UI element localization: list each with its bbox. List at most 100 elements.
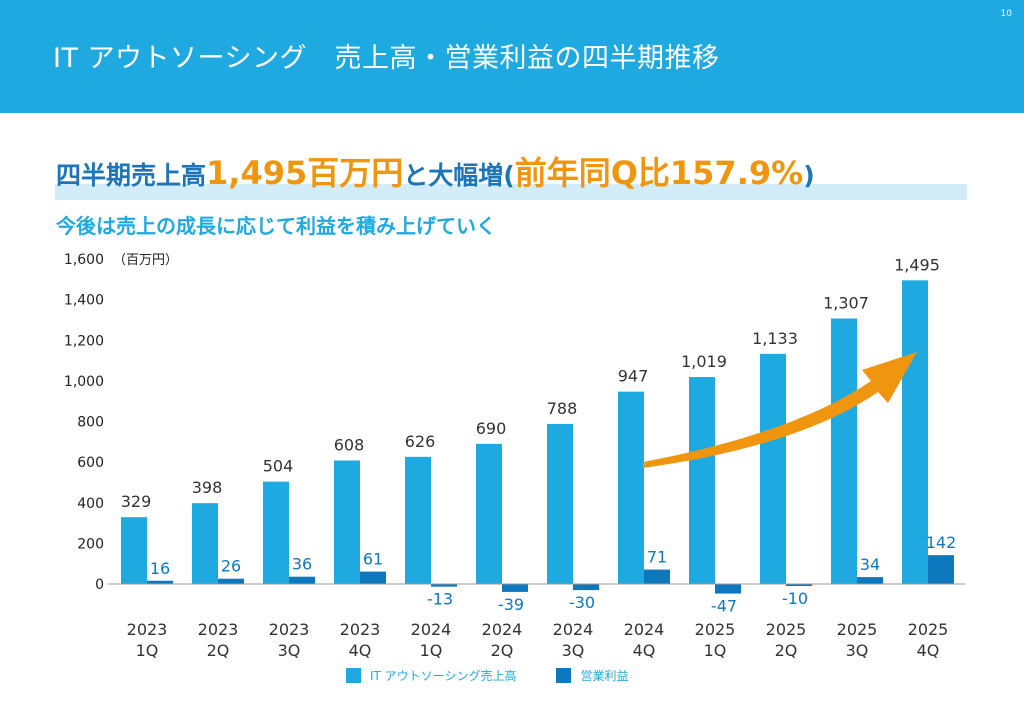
profit-bar — [573, 584, 599, 591]
profit-data-label: 16 — [150, 559, 170, 578]
revenue-data-label: 1,019 — [681, 352, 727, 371]
chart-legend: IT アウトソーシング売上高 営業利益 — [346, 667, 668, 684]
profit-data-label: -10 — [782, 589, 808, 608]
revenue-data-label: 1,307 — [823, 294, 869, 313]
x-tick-label-quarter: 3Q — [846, 641, 869, 660]
headline-part-1: 四半期売上高 — [56, 161, 207, 190]
profit-bar — [431, 584, 457, 587]
revenue-data-label: 329 — [121, 492, 152, 511]
headline-yoy-highlight: 前年同Q比157.9% — [514, 154, 804, 192]
legend-item-profit: 営業利益 — [556, 667, 628, 684]
revenue-data-label: 690 — [476, 419, 507, 438]
profit-data-label: -47 — [711, 597, 737, 616]
profit-bar — [715, 584, 741, 594]
page-number: 10 — [1000, 9, 1012, 19]
headline: 四半期売上高1,495百万円と大幅増(前年同Q比157.9%) — [56, 148, 815, 194]
legend-label-profit: 営業利益 — [580, 669, 629, 683]
x-tick-label-year: 2024 — [553, 620, 594, 639]
revenue-bar — [689, 377, 715, 584]
header-bar: IT アウトソーシング 売上高・営業利益の四半期推移 10 — [0, 0, 1024, 113]
revenue-bar — [476, 443, 502, 584]
y-tick-label: 600 — [77, 455, 104, 471]
x-tick-label-quarter: 4Q — [349, 641, 372, 660]
profit-data-label: 71 — [647, 548, 667, 567]
revenue-data-label: 608 — [334, 436, 365, 455]
x-tick-label-quarter: 4Q — [633, 641, 656, 660]
legend-label-revenue: IT アウトソーシング売上高 — [370, 669, 517, 683]
x-tick-label-quarter: 3Q — [278, 641, 301, 660]
revenue-data-label: 947 — [618, 367, 649, 386]
legend-item-revenue: IT アウトソーシング売上高 — [346, 667, 516, 684]
revenue-bar — [121, 517, 147, 584]
x-tick-label-year: 2024 — [482, 620, 523, 639]
x-tick-label-year: 2023 — [198, 620, 239, 639]
profit-data-label: 36 — [292, 555, 312, 574]
y-tick-label: 1,000 — [64, 374, 104, 390]
profit-bar — [147, 580, 173, 584]
x-tick-label-year: 2023 — [269, 620, 310, 639]
subheadline: 今後は売上の成長に応じて利益を積み上げていく — [56, 214, 496, 238]
headline-revenue-highlight: 1,495百万円 — [206, 154, 404, 192]
headline-underline — [55, 184, 967, 200]
profit-bar — [502, 584, 528, 592]
legend-swatch-revenue — [346, 668, 361, 683]
x-tick-label-year: 2023 — [127, 620, 168, 639]
growth-arrow — [643, 352, 917, 468]
profit-bar — [644, 569, 670, 584]
profit-bar — [360, 571, 386, 584]
x-tick-label-quarter: 2Q — [207, 641, 230, 660]
y-unit-label: （百万円） — [113, 253, 178, 268]
x-tick-label-quarter: 2Q — [491, 641, 514, 660]
x-tick-label-quarter: 3Q — [562, 641, 585, 660]
x-tick-label-year: 2025 — [908, 620, 949, 639]
revenue-data-label: 504 — [263, 457, 294, 476]
x-tick-label-quarter: 4Q — [917, 641, 940, 660]
revenue-bar — [547, 423, 573, 584]
revenue-data-label: 1,133 — [752, 329, 798, 348]
revenue-bar — [192, 503, 218, 584]
y-tick-label: 1,400 — [64, 293, 104, 309]
revenue-bar — [405, 456, 431, 584]
headline-part-3: ) — [803, 161, 815, 190]
revenue-data-label: 788 — [547, 399, 578, 418]
revenue-data-label: 626 — [405, 432, 436, 451]
revenue-bar — [263, 481, 289, 584]
profit-bar — [289, 576, 315, 584]
y-tick-label: 400 — [77, 496, 104, 512]
profit-bar — [857, 577, 883, 584]
profit-bar — [928, 555, 954, 584]
x-tick-label-quarter: 1Q — [704, 641, 727, 660]
profit-data-label: 34 — [860, 555, 880, 574]
y-tick-label: 1,600 — [64, 252, 104, 268]
revenue-bar — [334, 460, 360, 584]
revenue-bar — [760, 353, 786, 584]
revenue-data-label: 1,495 — [894, 255, 940, 274]
profit-data-label: 61 — [363, 550, 383, 569]
revenue-bar — [831, 318, 857, 584]
x-tick-label-quarter: 1Q — [420, 641, 443, 660]
x-tick-label-year: 2025 — [837, 620, 878, 639]
y-tick-label: 0 — [95, 577, 104, 593]
profit-data-label: 142 — [926, 533, 957, 552]
x-tick-label-quarter: 1Q — [136, 641, 159, 660]
legend-swatch-profit — [556, 668, 572, 683]
y-tick-label: 200 — [77, 536, 104, 552]
profit-data-label: -30 — [569, 593, 595, 612]
profit-data-label: -39 — [498, 595, 524, 614]
y-tick-label: 1,200 — [64, 333, 104, 349]
y-tick-label: 800 — [77, 415, 104, 431]
x-tick-label-quarter: 2Q — [775, 641, 798, 660]
profit-data-label: -13 — [427, 590, 453, 609]
profit-bar — [786, 584, 812, 587]
x-tick-label-year: 2025 — [695, 620, 736, 639]
profit-bar — [218, 578, 244, 584]
profit-data-label: 26 — [221, 557, 241, 576]
x-tick-label-year: 2024 — [624, 620, 665, 639]
x-tick-label-year: 2023 — [340, 620, 381, 639]
headline-part-2: と大幅増( — [403, 161, 515, 190]
revenue-data-label: 398 — [192, 478, 223, 497]
x-tick-label-year: 2024 — [411, 620, 452, 639]
page-title: IT アウトソーシング 売上高・営業利益の四半期推移 — [53, 43, 720, 74]
x-tick-label-year: 2025 — [766, 620, 807, 639]
